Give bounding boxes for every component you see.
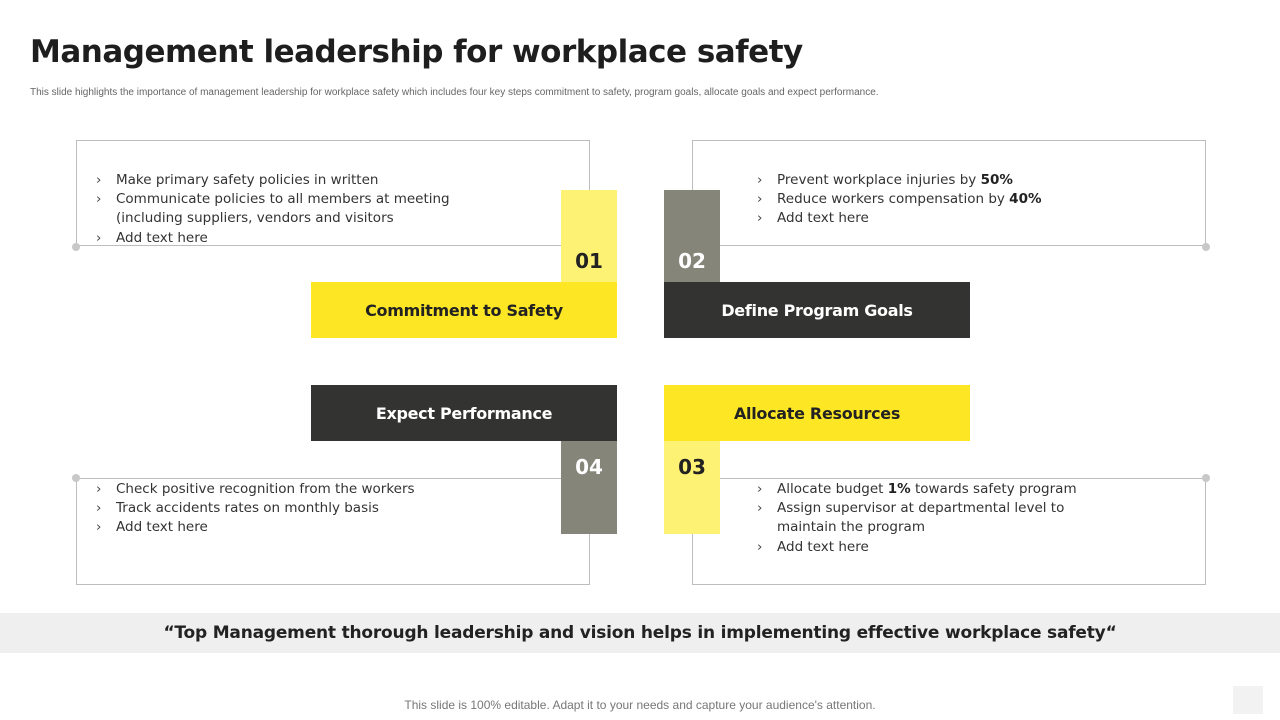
step-03-label: Allocate Resources [664,385,970,441]
corner-placeholder [1233,686,1263,714]
list-item: Prevent workplace injuries by 50% [757,171,1137,190]
step-01-number: 01 [561,190,617,282]
quote-text: “Top Management thorough leadership and … [163,623,1117,643]
step-02-connector-dot [1202,243,1210,251]
list-item: Communicate policies to all members at m… [96,190,456,228]
quote-band: “Top Management thorough leadership and … [0,613,1280,653]
list-item: Add text here [96,229,456,248]
list-item: Add text here [757,538,1127,557]
step-04-bullets: Check positive recognition from the work… [96,480,476,538]
step-04-connector-dot [72,474,80,482]
list-item: Make primary safety policies in written [96,171,456,190]
step-03-bullets: Allocate budget 1% towards safety progra… [757,480,1127,557]
list-item: Track accidents rates on monthly basis [96,499,476,518]
list-item: Add text here [96,518,476,537]
step-04-number: 04 [561,441,617,534]
slide-subtitle: This slide highlights the importance of … [30,87,879,98]
list-item: Reduce workers compensation by 40% [757,190,1137,209]
step-01-connector-dot [72,243,80,251]
step-04-label: Expect Performance [311,385,617,441]
list-item: Check positive recognition from the work… [96,480,476,499]
step-03-number: 03 [664,441,720,534]
step-01-label: Commitment to Safety [311,282,617,338]
footer-note: This slide is 100% editable. Adapt it to… [404,698,876,712]
list-item: Assign supervisor at departmental level … [757,499,1127,537]
step-02-label: Define Program Goals [664,282,970,338]
list-item: Allocate budget 1% towards safety progra… [757,480,1127,499]
list-item: Add text here [757,209,1137,228]
step-02-number: 02 [664,190,720,282]
slide-title: Management leadership for workplace safe… [30,34,803,70]
step-01-bullets: Make primary safety policies in written … [96,171,456,248]
step-03-connector-dot [1202,474,1210,482]
step-02-bullets: Prevent workplace injuries by 50% Reduce… [757,171,1137,229]
